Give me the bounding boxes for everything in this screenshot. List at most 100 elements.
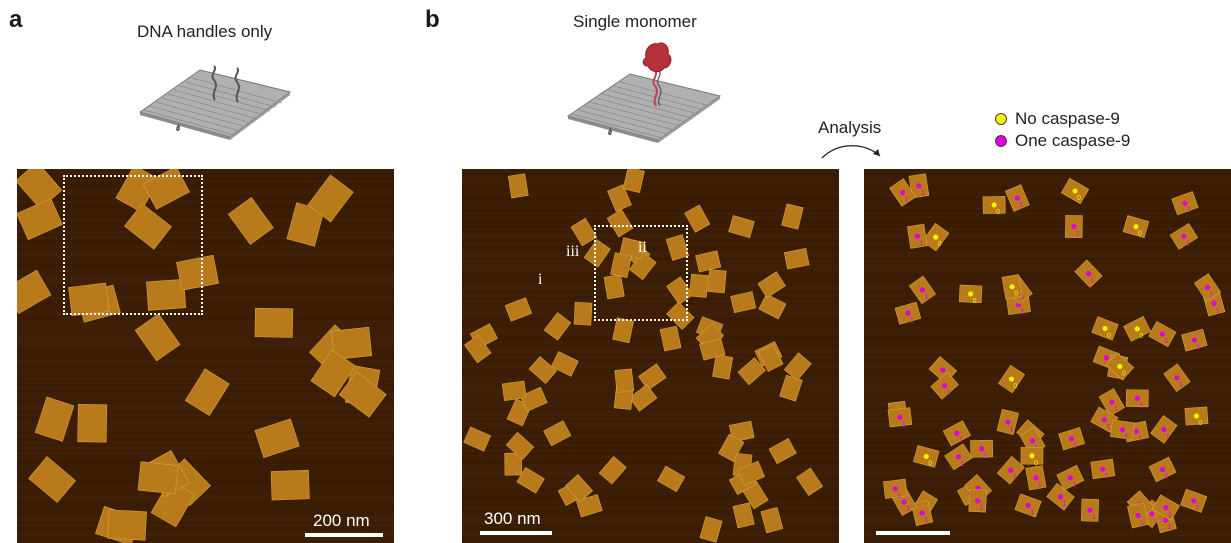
legend-magenta-marker <box>995 135 1007 147</box>
origami-tile <box>134 313 181 362</box>
marker-count-label: 1 <box>906 506 910 513</box>
legend-label-one-caspase: One caspase-9 <box>1015 131 1131 150</box>
marker-count-label: 1 <box>1196 505 1200 512</box>
panel-letter-a: a <box>9 6 23 33</box>
scale-bar-analysis <box>876 531 950 535</box>
origami-tile <box>463 426 492 452</box>
scale-label-b: 300 nm <box>484 509 541 528</box>
origami-tile <box>570 217 598 247</box>
marker-count-label: 1 <box>1092 514 1096 521</box>
one-caspase-marker <box>1133 428 1139 435</box>
one-caspase-marker <box>1014 195 1020 201</box>
marker-count-label: 1 <box>980 505 984 512</box>
marker-count-label: 1 <box>1020 309 1024 316</box>
origami-tile <box>796 467 824 497</box>
origami-tile <box>712 354 734 380</box>
origami-tile <box>146 278 187 311</box>
one-caspase-marker <box>955 454 962 460</box>
marker-count-label: 1 <box>921 190 925 197</box>
marker-count-label: 0 <box>938 241 942 248</box>
origami-tile <box>77 403 108 443</box>
marker-count-label: 0 <box>1139 333 1143 340</box>
one-caspase-marker <box>1174 375 1180 381</box>
one-caspase-marker <box>1103 355 1110 361</box>
origami-tile <box>550 351 579 377</box>
origami-tile <box>783 352 812 381</box>
origami-tile <box>732 502 755 529</box>
origami-tile <box>464 334 492 364</box>
one-caspase-marker <box>1101 417 1107 423</box>
origami-tile <box>270 469 310 501</box>
one-caspase-marker <box>900 189 906 196</box>
legend-item-one-caspase: One caspase-9 <box>995 130 1130 152</box>
origami-tile <box>307 174 354 223</box>
one-caspase-marker <box>1069 436 1075 442</box>
origami-tile <box>507 173 529 199</box>
marker-count-label: 1 <box>1166 433 1170 440</box>
legend-yellow-marker <box>995 113 1007 125</box>
marker-count-label: 0 <box>1013 383 1017 390</box>
origami-tile <box>781 203 804 230</box>
region-label-i: i <box>538 271 543 288</box>
origami-tile <box>718 433 745 462</box>
one-caspase-marker <box>1204 284 1211 291</box>
origami-tile <box>176 254 219 291</box>
origami-tile <box>699 516 723 543</box>
origami-tile <box>684 204 711 233</box>
analysis-arrow-icon <box>821 145 881 159</box>
no-caspase-marker <box>1029 453 1035 459</box>
origami-tile <box>728 420 755 443</box>
marker-count-label: 1 <box>1138 436 1142 443</box>
origami-tile <box>34 396 75 442</box>
marker-count-label: 0 <box>928 460 932 467</box>
marker-count-label: 0 <box>1122 370 1126 377</box>
no-caspase-marker <box>1008 376 1015 382</box>
one-caspase-marker <box>1119 427 1126 433</box>
origami-tile <box>519 386 548 412</box>
marker-count-label: 1 <box>1010 426 1014 433</box>
origami-tile <box>17 198 63 241</box>
one-caspase-marker <box>1025 502 1031 509</box>
marker-count-label: 1 <box>959 437 963 444</box>
origami-tile <box>695 250 722 273</box>
no-caspase-marker <box>1134 326 1140 332</box>
marker-count-label: 1 <box>1063 501 1067 508</box>
one-caspase-marker <box>1085 271 1092 277</box>
origami-tile <box>184 368 230 417</box>
no-caspase-marker <box>1133 224 1139 230</box>
origami-tile <box>606 208 634 238</box>
origami-tile <box>737 357 767 386</box>
marker-count-label: 1 <box>897 493 901 500</box>
region-label-ii: ii <box>638 239 647 256</box>
one-caspase-marker <box>1109 399 1115 405</box>
marker-count-label: 1 <box>919 240 923 247</box>
marker-count-label: 1 <box>1186 240 1190 247</box>
zoom-box-b <box>594 225 688 321</box>
origami-tile <box>516 467 545 494</box>
origami-tile <box>137 461 179 495</box>
marker-count-label: 1 <box>1209 291 1213 298</box>
afm-image-analysis: 1 1 0 1 1 1 0 1 1 1 0 1 1 0 1 1 0 1 1 0 1 1 1 1 1 1 1 1 1 1 0 1 1 1 1 1 0 1 1 1… <box>864 169 1231 543</box>
marker-count-label: 1 <box>1164 338 1168 345</box>
no-caspase-marker <box>991 202 997 208</box>
origami-tile <box>758 293 787 320</box>
origami-tile <box>124 203 172 250</box>
origami-tile <box>730 291 757 314</box>
one-caspase-marker <box>1134 395 1140 401</box>
origami-tile <box>659 325 682 352</box>
one-caspase-marker <box>1191 498 1197 504</box>
origami-tile <box>614 368 635 393</box>
single-monomer-schematic <box>566 42 722 143</box>
panel-letter-b: b <box>425 6 440 33</box>
origami-tile <box>760 506 784 534</box>
marker-count-label: 0 <box>973 298 977 305</box>
one-caspase-marker <box>954 430 960 436</box>
origami-tile <box>573 301 593 326</box>
no-caspase-marker <box>1117 363 1123 370</box>
one-caspase-marker <box>1057 494 1064 500</box>
marker-count-label: 1 <box>1021 294 1025 301</box>
origami-tile <box>543 312 572 341</box>
origami-tile <box>331 326 373 360</box>
origami-tile <box>628 384 658 412</box>
marker-count-label: 1 <box>960 461 964 468</box>
